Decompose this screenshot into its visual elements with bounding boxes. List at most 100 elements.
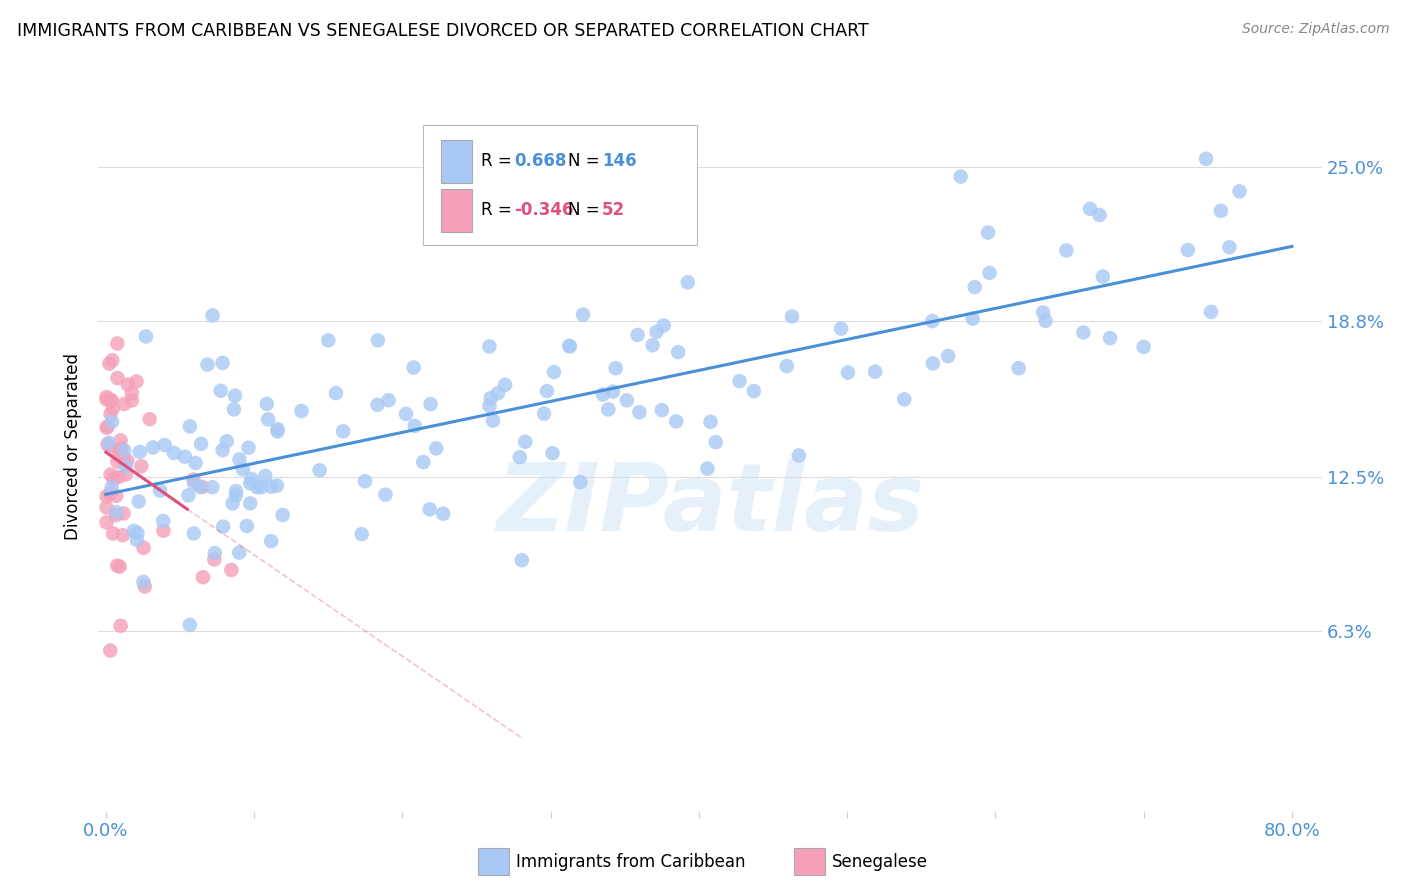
Point — [266, 425, 288, 439]
Point — [628, 405, 651, 419]
Point — [1209, 203, 1232, 218]
Point — [121, 385, 143, 400]
Point — [131, 459, 153, 474]
Point — [100, 392, 122, 407]
Point — [742, 384, 765, 398]
Point — [652, 318, 675, 333]
Point — [101, 415, 124, 429]
Point — [96, 390, 118, 404]
Point — [605, 361, 627, 376]
Point — [432, 507, 454, 521]
Point — [225, 483, 247, 498]
Point — [696, 461, 718, 475]
Point — [239, 476, 262, 491]
Point — [97, 437, 120, 451]
Point — [96, 516, 118, 530]
Point — [100, 467, 122, 482]
Point — [308, 463, 330, 477]
Point — [111, 442, 134, 456]
Point — [350, 527, 373, 541]
Point — [177, 488, 200, 502]
Point — [211, 356, 233, 370]
Point — [191, 480, 214, 494]
Point — [152, 524, 174, 538]
Point — [1195, 152, 1218, 166]
Point — [111, 528, 134, 542]
Point — [228, 452, 250, 467]
Point — [105, 489, 128, 503]
Point — [1032, 305, 1054, 319]
Point — [98, 487, 121, 501]
Point — [238, 441, 260, 455]
Point — [240, 472, 263, 486]
Point — [96, 420, 118, 434]
Point — [425, 442, 447, 456]
Point — [256, 397, 278, 411]
Point — [117, 377, 139, 392]
Point — [173, 450, 195, 464]
Point — [105, 336, 128, 351]
Point — [111, 451, 134, 466]
Point — [936, 349, 959, 363]
Point — [190, 437, 212, 451]
Point — [105, 505, 128, 519]
Point — [893, 392, 915, 407]
Point — [112, 507, 135, 521]
Point — [1177, 243, 1199, 257]
Point — [96, 500, 118, 515]
Point — [598, 402, 620, 417]
Point — [127, 526, 149, 541]
Point — [404, 419, 426, 434]
Point — [221, 496, 243, 510]
Point — [179, 419, 201, 434]
Point — [260, 480, 283, 494]
Point — [105, 558, 128, 573]
Point — [266, 422, 288, 436]
Point — [250, 480, 273, 494]
Point — [482, 413, 505, 427]
Point — [236, 519, 259, 533]
Point — [104, 508, 127, 523]
Point — [204, 546, 226, 560]
Point — [101, 353, 124, 368]
Point — [101, 442, 124, 457]
Point — [122, 524, 145, 538]
Point — [332, 425, 354, 439]
Point — [103, 472, 125, 486]
Point — [921, 314, 943, 328]
Point — [215, 434, 238, 449]
Point — [569, 475, 592, 489]
Point — [132, 541, 155, 555]
Point — [246, 480, 269, 494]
Point — [128, 445, 150, 459]
Point — [780, 310, 803, 324]
Point — [592, 387, 614, 401]
Point — [225, 488, 247, 502]
Point — [152, 514, 174, 528]
Point — [374, 488, 396, 502]
Point — [125, 533, 148, 547]
Text: Source: ZipAtlas.com: Source: ZipAtlas.com — [1241, 22, 1389, 37]
Point — [112, 397, 135, 411]
Point — [367, 334, 389, 348]
Point — [699, 415, 721, 429]
Text: N =: N = — [568, 152, 605, 169]
Point — [266, 478, 288, 492]
Text: N =: N = — [568, 201, 605, 219]
Text: -0.346: -0.346 — [515, 201, 574, 219]
Point — [572, 308, 595, 322]
Point — [1091, 269, 1114, 284]
Point — [949, 169, 972, 184]
Point — [98, 357, 121, 371]
Point — [184, 456, 207, 470]
Point — [239, 496, 262, 510]
Text: 146: 146 — [602, 152, 637, 169]
Point — [201, 480, 224, 494]
Point — [202, 552, 225, 566]
Point — [536, 384, 558, 398]
Point — [325, 386, 347, 401]
Point — [183, 526, 205, 541]
Point — [232, 462, 254, 476]
Point — [963, 280, 986, 294]
Point — [543, 365, 565, 379]
